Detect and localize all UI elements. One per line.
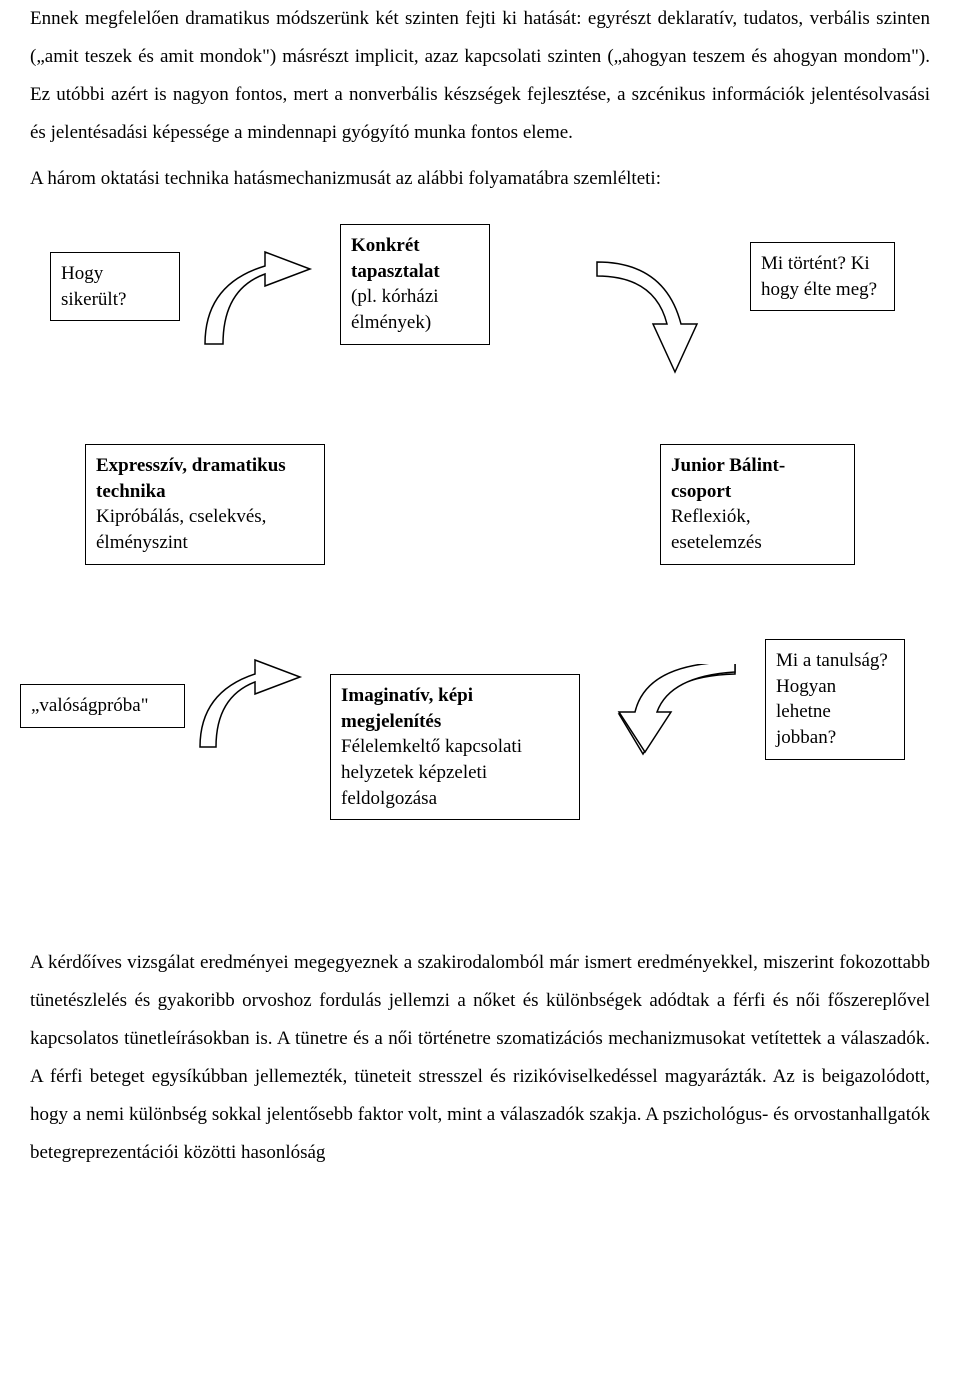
flowchart-diagram: Hogy sikerült? Konkrét tapasztalat (pl. … bbox=[30, 224, 930, 884]
node-valosagproba: „valóságpróba" bbox=[20, 684, 185, 728]
node-bold: Expresszív, dramatikus technika bbox=[96, 455, 286, 502]
arrow-2 bbox=[585, 244, 715, 384]
node-plain: Félelemkeltő kapcsolati helyzetek képzel… bbox=[341, 736, 522, 808]
paragraph-1: Ennek megfelelően dramatikus módszerünk … bbox=[30, 0, 930, 152]
paragraph-2: A három oktatási technika hatásmechanizm… bbox=[30, 160, 930, 198]
paragraph-3: A kérdőíves vizsgálat eredményei megegye… bbox=[30, 944, 930, 1172]
node-text: Mi a tanulság? Hogyan lehetne jobban? bbox=[776, 650, 888, 748]
node-plain: Kipróbálás, cselekvés, élményszint bbox=[96, 506, 266, 553]
node-text: Mi történt? Ki hogy élte meg? bbox=[761, 253, 877, 300]
node-konkret-tapasztalat: Konkrét tapasztalat (pl. kórházi élménye… bbox=[340, 224, 490, 345]
arrow-3 bbox=[190, 652, 315, 757]
node-mi-a-tanulsag: Mi a tanulság? Hogyan lehetne jobban? bbox=[765, 639, 905, 760]
arrow-1 bbox=[195, 244, 325, 354]
node-expressziv: Expresszív, dramatikus technika Kipróbál… bbox=[85, 444, 325, 565]
node-plain: Reflexiók, esetelemzés bbox=[671, 506, 762, 553]
node-bold: Konkrét tapasztalat bbox=[351, 235, 440, 282]
node-bold: Imaginatív, képi megjelenítés bbox=[341, 685, 473, 732]
node-junior-balint: Junior Bálint-csoport Reflexiók, esetele… bbox=[660, 444, 855, 565]
node-text: „valóságpróba" bbox=[31, 695, 149, 716]
node-plain: (pl. kórházi élmények) bbox=[351, 286, 439, 333]
node-text: Hogy sikerült? bbox=[61, 263, 126, 310]
node-imaginativ: Imaginatív, képi megjelenítés Félelemkel… bbox=[330, 674, 580, 820]
node-hogy-sikerult: Hogy sikerült? bbox=[50, 252, 180, 321]
node-mi-tortent: Mi történt? Ki hogy élte meg? bbox=[750, 242, 895, 311]
node-bold: Junior Bálint-csoport bbox=[671, 455, 785, 502]
arrow-4 bbox=[605, 664, 745, 759]
